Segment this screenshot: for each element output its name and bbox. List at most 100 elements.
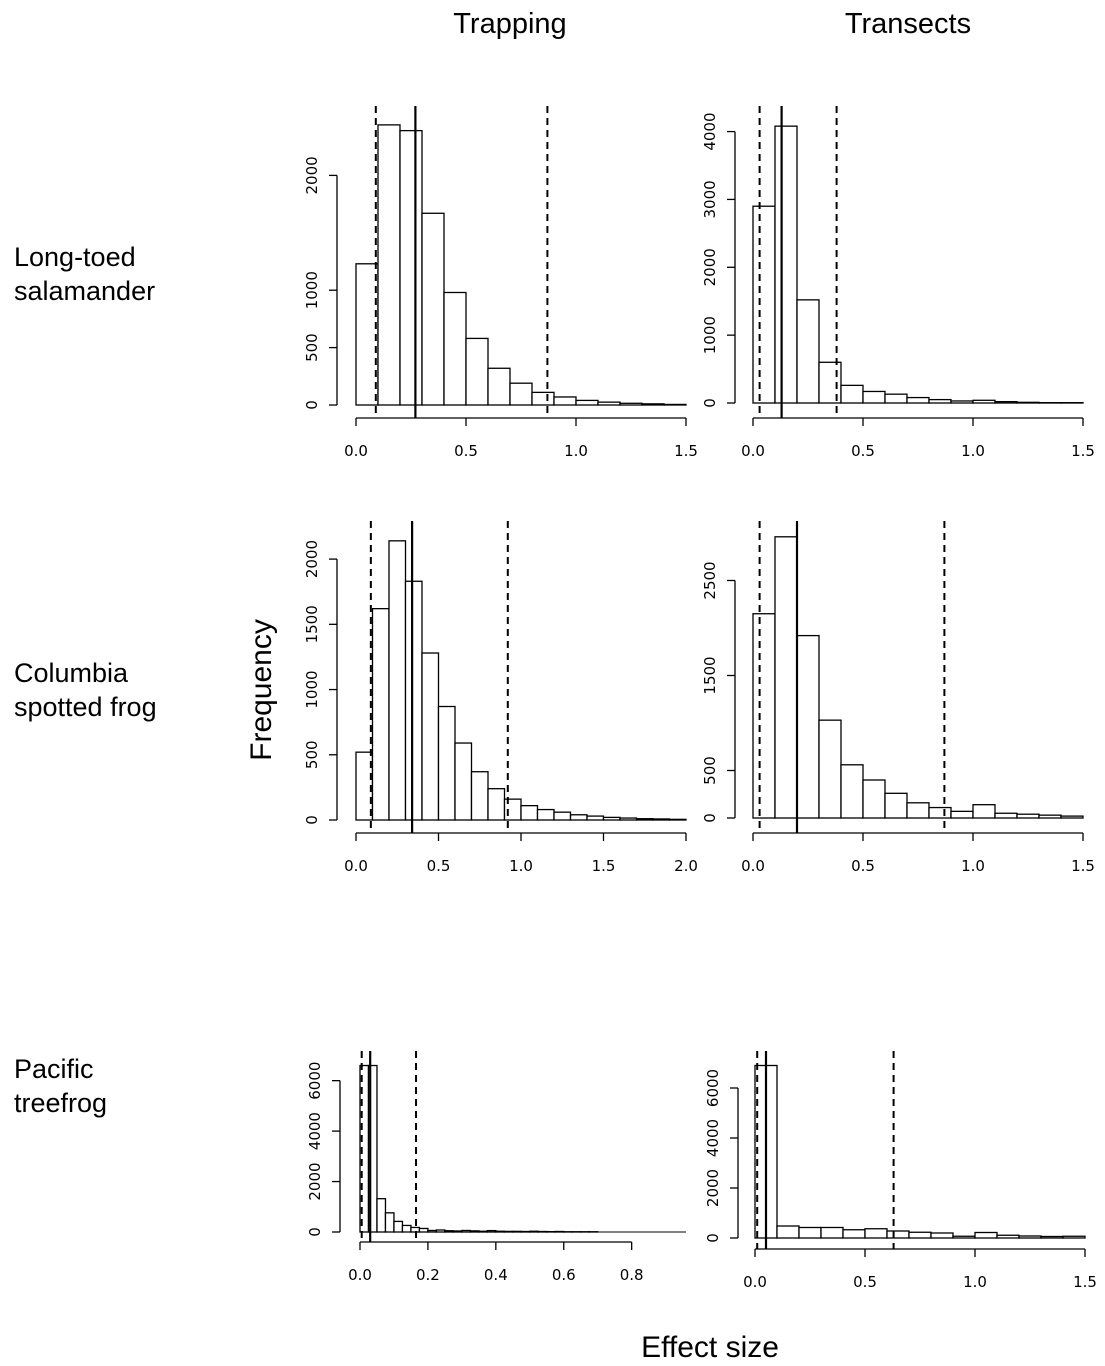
x-tick-label: 1.5 — [1071, 442, 1095, 460]
histogram-bar — [906, 802, 930, 819]
histogram-bar — [553, 396, 577, 406]
histogram-bar — [509, 382, 533, 406]
histogram-bar — [930, 1232, 954, 1239]
histogram-bar — [586, 815, 605, 821]
x-tick-label: 0.5 — [853, 1273, 877, 1291]
y-tick-label: 0 — [701, 398, 719, 408]
x-tick-label: 0.0 — [741, 857, 765, 875]
y-tick-label: 2000 — [303, 156, 321, 194]
x-tick-label: 1.0 — [963, 1273, 987, 1291]
histogram-bar — [569, 814, 588, 821]
x-tick-label: 1.0 — [509, 857, 533, 875]
x-axis-label: Effect size — [641, 1331, 779, 1364]
histogram-bar — [774, 536, 798, 819]
x-tick-label: 0.0 — [344, 857, 368, 875]
histogram-bar — [421, 212, 445, 406]
row-label-spotted-frog: Columbia spotted frog — [14, 656, 157, 724]
histogram-bar — [862, 390, 886, 404]
histogram-bar — [531, 391, 555, 406]
y-tick-label: 500 — [303, 333, 321, 362]
y-tick-label: 2000 — [306, 1162, 324, 1200]
histogram-bar — [437, 705, 456, 821]
y-tick-label: 1000 — [303, 670, 321, 708]
histogram-bar — [355, 263, 379, 406]
histogram-bar — [972, 804, 996, 819]
x-tick-label: 1.5 — [592, 857, 616, 875]
row-label-line: Columbia — [14, 658, 129, 688]
histogram-bar — [536, 808, 555, 821]
x-tick-label: 0.0 — [743, 1273, 767, 1291]
y-tick-label: 0 — [704, 1233, 722, 1243]
histogram-bar — [487, 367, 511, 406]
histogram-bar — [818, 361, 842, 404]
histogram-bar — [818, 719, 842, 819]
histogram-bar — [404, 580, 423, 821]
y-tick-label: 1500 — [701, 656, 719, 694]
row-label-line: spotted frog — [14, 692, 157, 722]
histogram-bar — [752, 205, 776, 404]
row-label-line: salamander — [14, 276, 156, 306]
y-tick-label: 500 — [701, 756, 719, 785]
histogram-bar — [376, 1198, 387, 1233]
x-tick-label: 2.0 — [674, 857, 698, 875]
histogram-bar — [371, 608, 390, 821]
histogram-bar — [470, 771, 489, 821]
x-tick-label: 1.5 — [1073, 1273, 1097, 1291]
histogram-bar — [928, 806, 952, 819]
histogram-bar — [886, 1230, 910, 1239]
histogram-bar — [950, 810, 974, 819]
row-label-line: Long-toed — [14, 242, 136, 272]
y-tick-label: 500 — [303, 740, 321, 769]
histogram-bar — [928, 398, 952, 404]
y-tick-label: 2500 — [701, 561, 719, 599]
histogram-bar — [908, 1231, 932, 1239]
histogram-bar — [864, 1228, 888, 1239]
histogram-bar — [884, 792, 908, 819]
x-tick-label: 0.4 — [484, 1266, 508, 1284]
histogram-bar — [974, 1231, 998, 1239]
histogram-bar — [840, 384, 864, 404]
histogram-bar — [520, 805, 539, 821]
histogram-bar — [862, 779, 886, 819]
x-tick-label: 0.5 — [851, 442, 875, 460]
row-label-line: treefrog — [14, 1088, 108, 1118]
x-tick-label: 1.5 — [1071, 857, 1095, 875]
x-tick-label: 0.0 — [344, 442, 368, 460]
histogram-bar — [796, 634, 820, 819]
histogram-bar — [752, 613, 776, 819]
y-tick-label: 4000 — [701, 112, 719, 150]
y-tick-label: 2000 — [704, 1169, 722, 1207]
histogram-bar — [401, 1224, 412, 1233]
x-tick-label: 0.0 — [348, 1266, 372, 1284]
x-tick-label: 0.6 — [552, 1266, 576, 1284]
y-tick-label: 0 — [701, 813, 719, 823]
y-tick-label: 6000 — [704, 1069, 722, 1107]
histogram-bar — [994, 812, 1018, 819]
y-tick-label: 4000 — [704, 1119, 722, 1157]
histogram-bar — [884, 393, 908, 404]
y-tick-label: 4000 — [306, 1112, 324, 1150]
x-tick-label: 0.5 — [427, 857, 451, 875]
y-tick-label: 2000 — [701, 248, 719, 286]
y-tick-label: 3000 — [701, 180, 719, 218]
histogram-bar — [388, 540, 407, 821]
y-tick-label: 0 — [306, 1227, 324, 1237]
histogram-bar — [840, 764, 864, 819]
histogram-bar — [487, 788, 506, 821]
y-tick-label: 1500 — [303, 605, 321, 643]
y-tick-label: 0 — [303, 815, 321, 825]
column-title-transects: Transects — [844, 8, 972, 40]
histogram-bar — [384, 1212, 395, 1233]
y-tick-label: 2000 — [303, 540, 321, 578]
row-label-treefrog: Pacific treefrog — [14, 1052, 107, 1120]
histogram-bar — [776, 1225, 800, 1239]
histogram-bar — [575, 399, 599, 406]
y-tick-label: 0 — [303, 400, 321, 410]
histogram-bar — [443, 291, 467, 406]
x-tick-label: 0.5 — [454, 442, 478, 460]
y-tick-label: 6000 — [306, 1062, 324, 1100]
histogram-bar — [906, 396, 930, 404]
histogram-bar — [842, 1229, 866, 1239]
row-label-line: Pacific — [14, 1054, 94, 1084]
